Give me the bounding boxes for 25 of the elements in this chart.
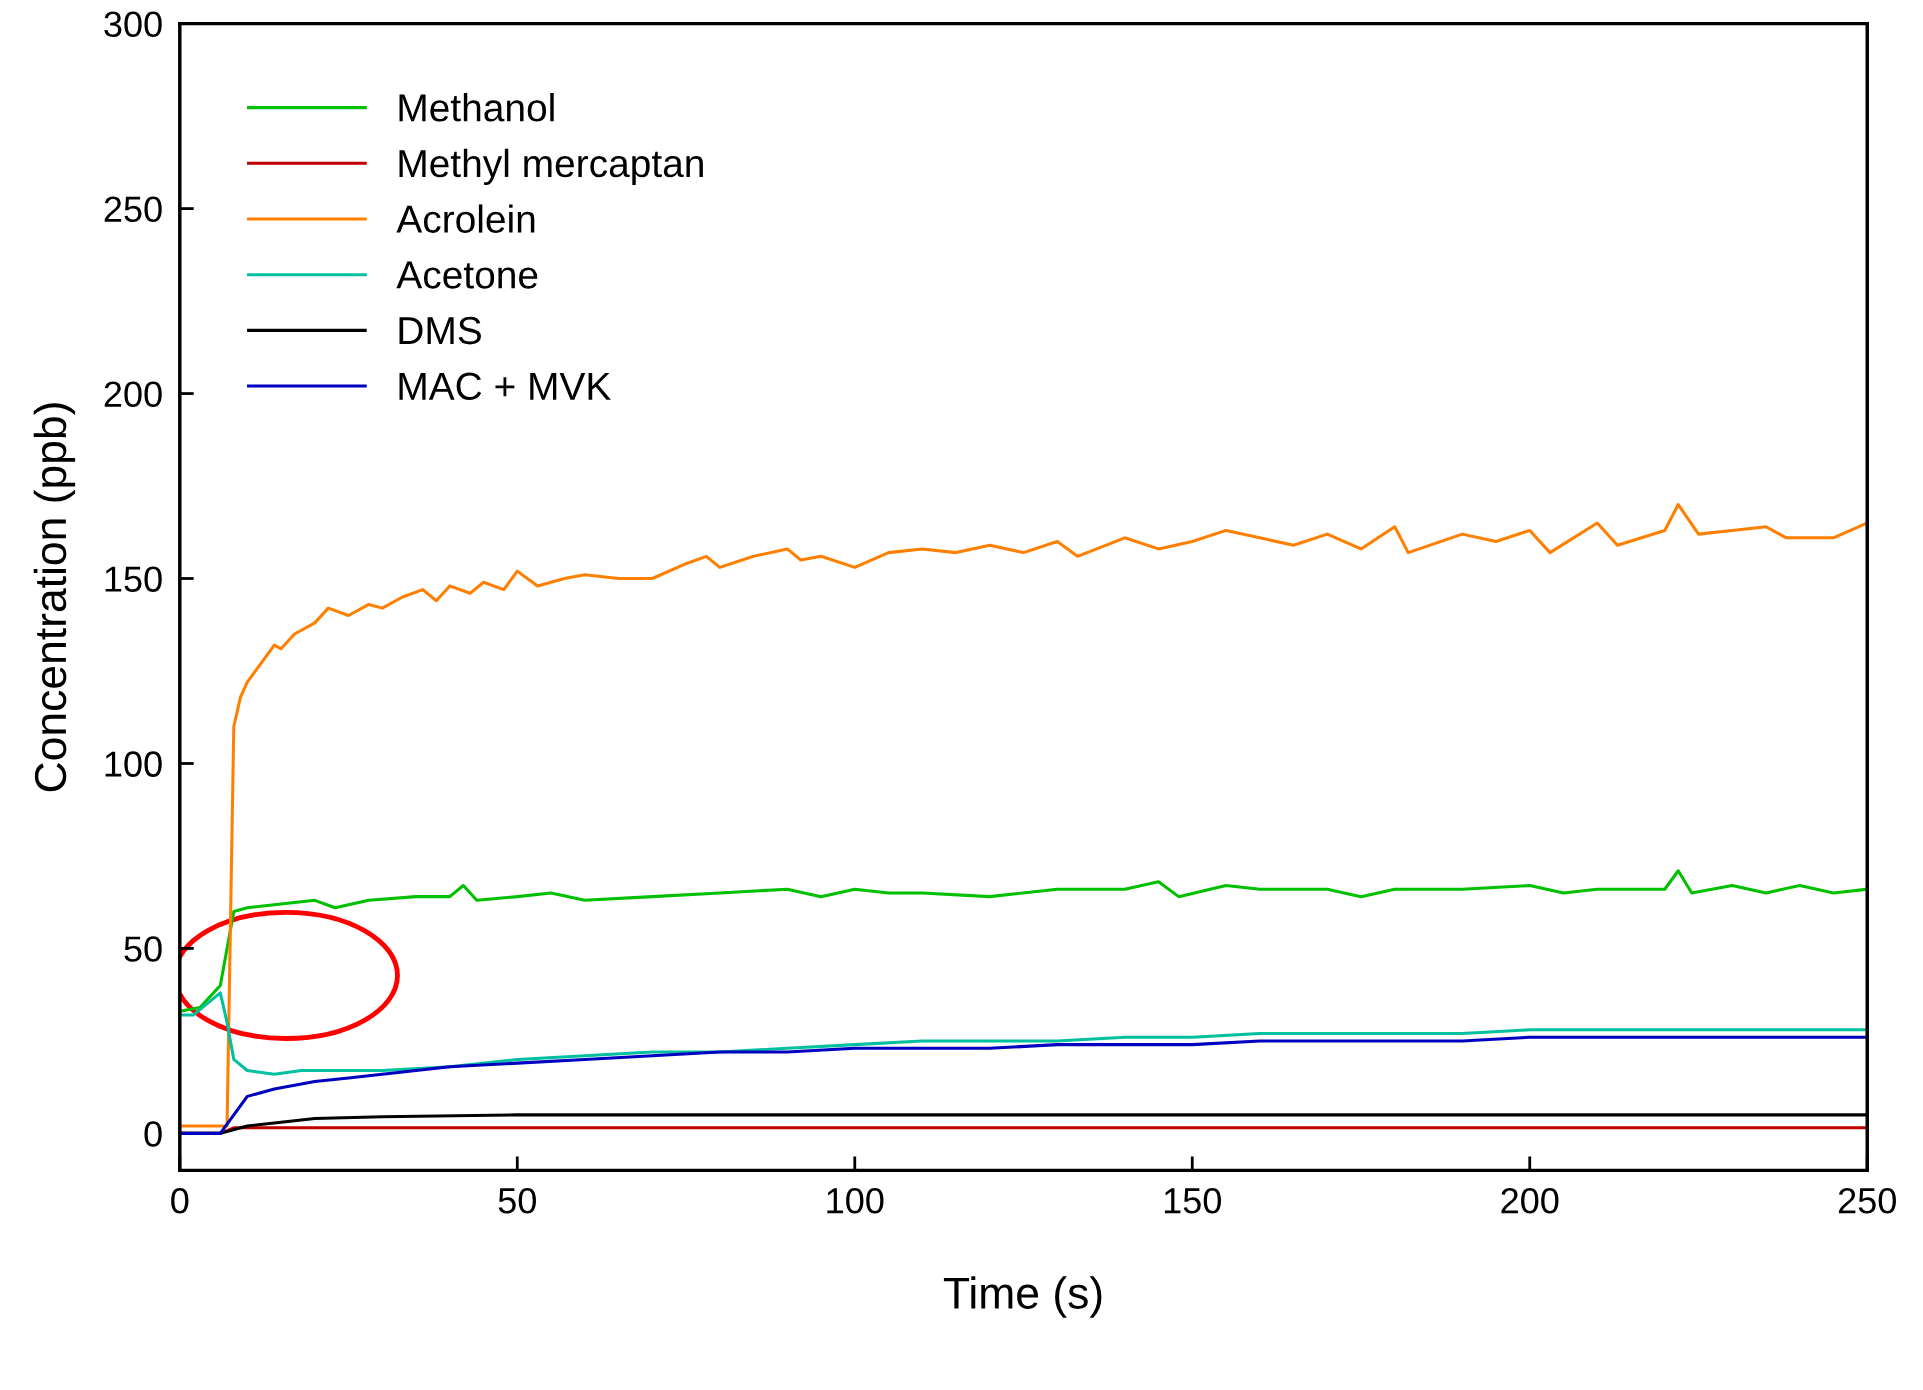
line-series xyxy=(179,869,1868,1013)
y-axis-title: Concentration (ppb) xyxy=(33,403,76,792)
line-series xyxy=(179,991,1868,1076)
line-series xyxy=(179,503,1868,1128)
y-tick-label: 150 xyxy=(105,566,162,592)
legend-label: MAC + MVK xyxy=(399,372,611,401)
y-tick-label: 100 xyxy=(105,751,162,777)
x-axis-title: Time (s) xyxy=(943,1276,1102,1318)
y-tick-label: 300 xyxy=(104,11,162,38)
y-tick-label: 200 xyxy=(104,381,162,407)
line-series xyxy=(179,1035,1868,1135)
legend-label: Acrolein xyxy=(396,204,535,233)
y-tick-label: 50 xyxy=(124,936,162,962)
y-tick-label: 250 xyxy=(104,196,162,223)
legend-label: Acetone xyxy=(396,261,538,289)
y-tick-label: 0 xyxy=(144,1121,162,1147)
x-tick-label: 150 xyxy=(1164,1188,1221,1214)
x-tick-label: 0 xyxy=(171,1188,189,1214)
legend-label: DMS xyxy=(399,316,481,345)
x-tick-label: 50 xyxy=(498,1188,536,1214)
x-tick-label: 100 xyxy=(827,1188,884,1214)
x-tick-label: 250 xyxy=(1838,1188,1896,1214)
x-tick-label: 200 xyxy=(1501,1188,1559,1214)
legend-label: Methyl mercaptan xyxy=(399,148,703,185)
legend-label: Methanol xyxy=(399,93,554,122)
